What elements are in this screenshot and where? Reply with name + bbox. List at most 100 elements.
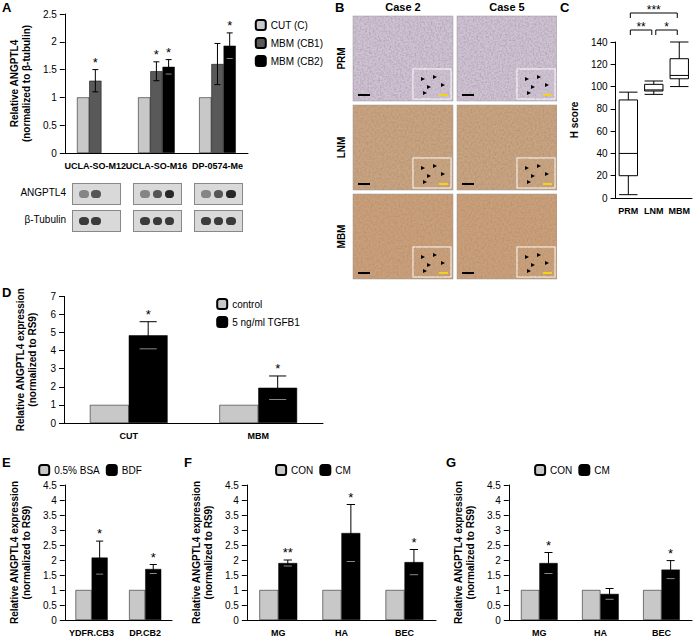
svg-text:BDF: BDF — [122, 465, 142, 476]
svg-text:*: * — [664, 20, 669, 34]
svg-text:1: 1 — [495, 585, 501, 596]
svg-text:1.5: 1.5 — [487, 570, 501, 581]
svg-text:*: * — [166, 45, 171, 60]
svg-text:2.5: 2.5 — [225, 540, 239, 551]
svg-text:(normalized to RS9): (normalized to RS9) — [203, 506, 214, 600]
svg-text:*: * — [546, 538, 551, 553]
svg-text:0: 0 — [50, 418, 56, 429]
svg-text:*: * — [97, 526, 102, 541]
svg-text:2: 2 — [51, 36, 57, 47]
svg-text:2.5: 2.5 — [43, 540, 57, 551]
svg-text:***: *** — [647, 3, 661, 17]
svg-text:5: 5 — [50, 327, 56, 338]
svg-text:CUT (C): CUT (C) — [271, 20, 308, 31]
svg-text:3: 3 — [50, 363, 56, 374]
svg-text:Relative ANGPTL4 expression: Relative ANGPTL4 expression — [191, 481, 202, 624]
svg-text:4.5: 4.5 — [487, 480, 501, 491]
svg-text:HA: HA — [594, 628, 607, 638]
svg-text:2: 2 — [51, 555, 57, 566]
svg-text:CM: CM — [335, 465, 351, 476]
svg-text:MBM: MBM — [248, 431, 270, 441]
svg-text:0.5: 0.5 — [43, 600, 57, 611]
svg-text:(normalized to RS9): (normalized to RS9) — [27, 313, 38, 407]
svg-text:MBM: MBM — [336, 225, 347, 249]
svg-text:H score: H score — [569, 101, 580, 138]
svg-text:DP.CB2: DP.CB2 — [129, 628, 161, 638]
svg-text:1: 1 — [50, 399, 56, 410]
svg-text:2.5: 2.5 — [43, 9, 57, 20]
svg-text:0: 0 — [51, 148, 57, 159]
svg-text:BEC: BEC — [652, 628, 672, 638]
svg-text:1.5: 1.5 — [43, 570, 57, 581]
svg-text:*: * — [411, 535, 416, 550]
svg-text:Relative ANGPTL4 expression: Relative ANGPTL4 expression — [9, 481, 20, 624]
svg-text:4: 4 — [51, 495, 57, 506]
svg-text:4.5: 4.5 — [225, 480, 239, 491]
svg-text:1.5: 1.5 — [43, 64, 57, 75]
svg-text:PRM: PRM — [618, 206, 638, 216]
svg-text:1.5: 1.5 — [225, 570, 239, 581]
svg-text:**: ** — [636, 20, 646, 34]
svg-text:3: 3 — [233, 525, 239, 536]
svg-text:(normalized to β-tubulin): (normalized to β-tubulin) — [21, 25, 32, 142]
svg-text:4: 4 — [233, 495, 239, 506]
svg-text:(normalized to RS9): (normalized to RS9) — [465, 506, 476, 600]
svg-text:4: 4 — [495, 495, 501, 506]
svg-text:**: ** — [283, 545, 293, 560]
svg-text:1: 1 — [233, 585, 239, 596]
svg-text:0.5: 0.5 — [487, 600, 501, 611]
svg-text:0.5: 0.5 — [43, 120, 57, 131]
svg-text:*: * — [146, 307, 151, 322]
svg-text:3.5: 3.5 — [487, 510, 501, 521]
svg-text:CM: CM — [594, 465, 610, 476]
svg-text:0: 0 — [495, 615, 501, 626]
svg-text:3: 3 — [51, 525, 57, 536]
svg-text:3.5: 3.5 — [225, 510, 239, 521]
svg-text:Relative ANGPTL4 expression: Relative ANGPTL4 expression — [15, 288, 26, 431]
svg-text:BEC: BEC — [395, 628, 415, 638]
svg-text:100: 100 — [591, 81, 608, 92]
svg-text:LNM: LNM — [336, 137, 347, 159]
svg-text:CON: CON — [550, 465, 572, 476]
svg-text:6: 6 — [50, 309, 56, 320]
svg-text:2.5: 2.5 — [487, 540, 501, 551]
svg-text:3.5: 3.5 — [43, 510, 57, 521]
svg-text:MG: MG — [271, 628, 286, 638]
svg-text:YDFR.CB3: YDFR.CB3 — [69, 628, 114, 638]
svg-text:2: 2 — [495, 555, 501, 566]
svg-text:Case 5: Case 5 — [489, 1, 524, 13]
svg-text:3: 3 — [495, 525, 501, 536]
svg-text:140: 140 — [591, 37, 608, 48]
svg-text:*: * — [275, 361, 280, 376]
svg-text:UCLA-SO-M12: UCLA-SO-M12 — [65, 161, 127, 171]
svg-text:CUT: CUT — [120, 431, 139, 441]
svg-text:*: * — [151, 550, 156, 565]
svg-text:*: * — [154, 47, 159, 62]
svg-text:1: 1 — [51, 92, 57, 103]
svg-text:Relative ANGPTL4 expression: Relative ANGPTL4 expression — [453, 481, 464, 624]
svg-text:MG: MG — [532, 628, 547, 638]
svg-text:PRM: PRM — [336, 47, 347, 69]
svg-text:Case 2: Case 2 — [385, 1, 420, 13]
svg-text:0: 0 — [233, 615, 239, 626]
svg-text:80: 80 — [596, 103, 608, 114]
svg-text:0.5: 0.5 — [225, 600, 239, 611]
svg-text:CON: CON — [291, 465, 313, 476]
svg-text:2: 2 — [233, 555, 239, 566]
svg-text:1: 1 — [51, 585, 57, 596]
svg-text:7: 7 — [50, 291, 56, 302]
svg-text:HA: HA — [335, 628, 348, 638]
svg-text:MBM: MBM — [669, 206, 691, 216]
svg-text:4: 4 — [50, 345, 56, 356]
svg-text:4.5: 4.5 — [43, 480, 57, 491]
svg-text:control: control — [232, 299, 262, 310]
svg-text:(normalized to RS9): (normalized to RS9) — [21, 506, 32, 600]
svg-text:120: 120 — [591, 59, 608, 70]
svg-text:DP-0574-Me: DP-0574-Me — [192, 161, 243, 171]
svg-text:60: 60 — [596, 126, 608, 137]
svg-text:0: 0 — [51, 615, 57, 626]
svg-text:0.5% BSA: 0.5% BSA — [54, 465, 100, 476]
svg-text:MBM (CB2): MBM (CB2) — [271, 56, 323, 67]
svg-text:*: * — [668, 546, 673, 561]
svg-text:*: * — [348, 490, 353, 505]
